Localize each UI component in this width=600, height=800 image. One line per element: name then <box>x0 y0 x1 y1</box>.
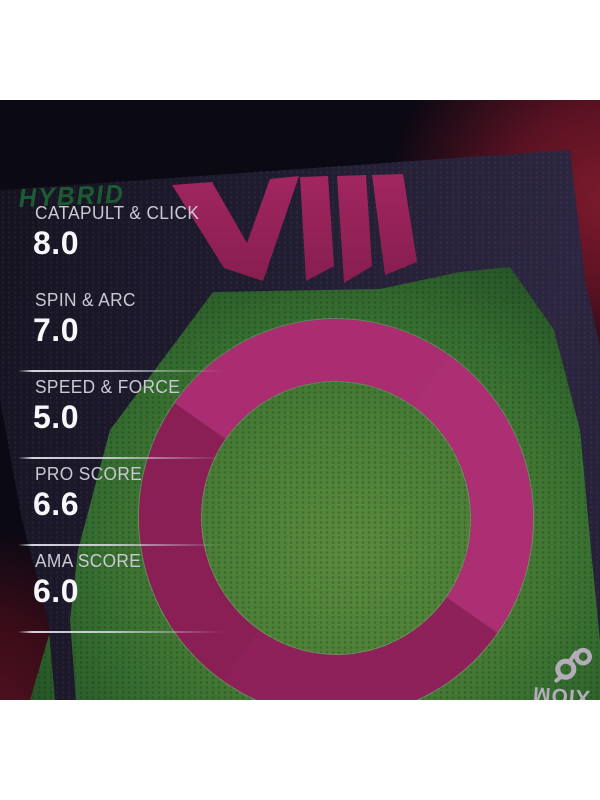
product-photo: HYBRID XIOM CATAPULT & CLICK 8.0 <box>0 100 600 700</box>
rating-row: PRO SCORE 6.6 <box>18 464 358 551</box>
rating-label: AMA SCORE <box>35 551 142 571</box>
rating-value: 6.6 <box>33 486 79 522</box>
rating-value: 5.0 <box>33 399 79 435</box>
rating-label: CATAPULT & CLICK <box>35 203 200 223</box>
rating-row: CATAPULT & CLICK 8.0 <box>18 203 358 290</box>
row-divider <box>18 370 223 372</box>
rating-value: 8.0 <box>33 225 79 261</box>
rating-row: SPEED & FORCE 5.0 <box>18 377 358 464</box>
viii-numeral-graphic <box>172 174 417 283</box>
rating-label: SPIN & ARC <box>35 290 136 310</box>
rating-row: AMA SCORE 6.0 <box>18 551 358 638</box>
rating-row: SPIN & ARC 7.0 <box>18 290 358 377</box>
row-divider <box>18 631 223 633</box>
row-divider <box>18 544 223 546</box>
rating-value: 6.0 <box>33 573 79 609</box>
row-divider <box>18 457 223 459</box>
xiom-logo-icon <box>554 647 592 683</box>
rating-label: PRO SCORE <box>35 464 143 484</box>
rating-label: SPEED & FORCE <box>35 377 181 397</box>
rating-value: 7.0 <box>33 312 79 348</box>
